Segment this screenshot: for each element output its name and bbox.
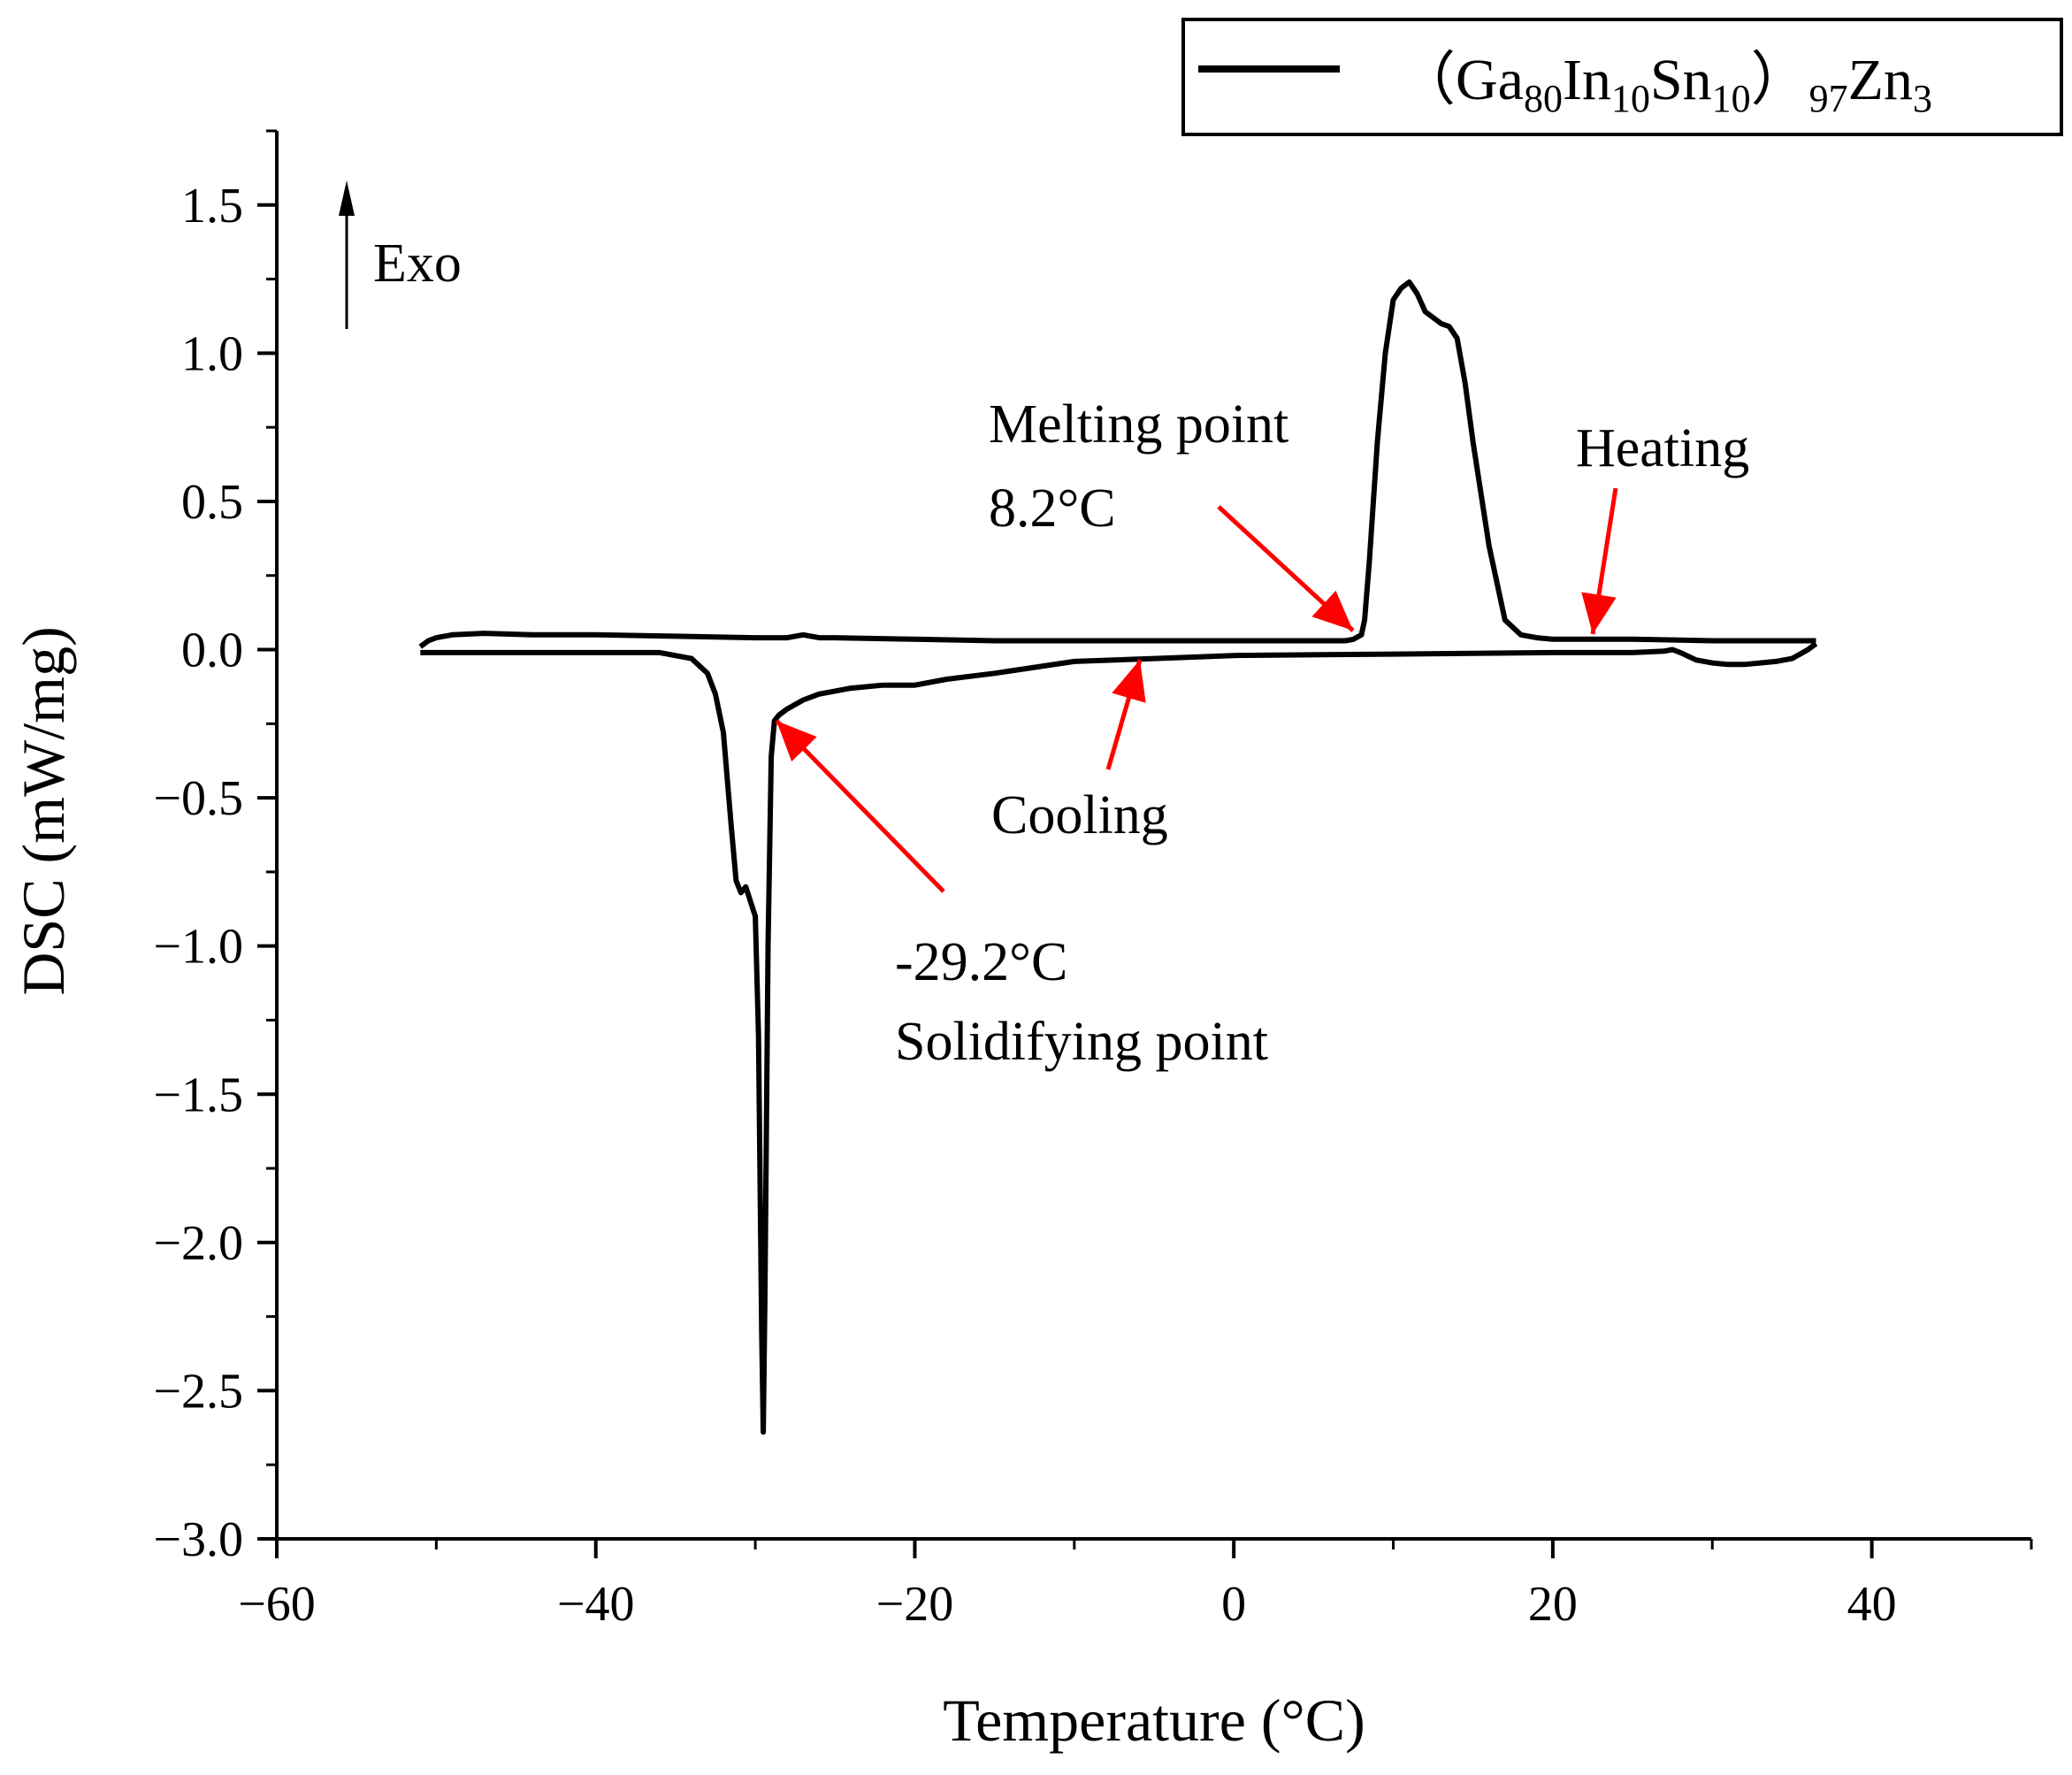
y-tick-label: 1.5 — [181, 179, 243, 233]
y-tick-label: −2.5 — [153, 1364, 243, 1419]
melting-point-label: Melting point — [989, 394, 1288, 455]
heating-arrow — [1581, 487, 1618, 635]
melting-arrow — [1217, 505, 1355, 632]
x-axis-ticks: −60 −40 −20 0 20 40 — [238, 1539, 2033, 1632]
heating-curve — [418, 279, 1816, 649]
y-tick-label: −1.5 — [153, 1067, 243, 1122]
legend: （Ga80In10Sn10）97Zn3 — [1181, 18, 2063, 136]
melting-point-value: 8.2°C — [989, 478, 1116, 539]
exo-arrowhead-icon — [339, 180, 355, 216]
y-tick-label: −0.5 — [153, 771, 243, 826]
x-tick-label: 0 — [1221, 1577, 1246, 1632]
y-axis-ticks: 1.5 1.0 0.5 0.0 −0.5 −1.0 −1.5 −2.0 −2.5 −3.0 — [153, 129, 277, 1567]
solidifying-point-label: Solidifying point — [895, 1012, 1268, 1072]
x-tick-label: −20 — [876, 1577, 954, 1632]
solidifying-point-value: -29.2°C — [895, 932, 1067, 992]
solidifying-arrow — [775, 719, 945, 893]
cooling-curve — [420, 641, 1818, 1435]
cooling-arrow — [1105, 659, 1146, 770]
exo-label: Exo — [373, 233, 462, 294]
heating-label: Heating — [1576, 418, 1749, 478]
y-tick-label: 1.0 — [181, 326, 243, 381]
cooling-label: Cooling — [991, 785, 1168, 845]
y-tick-label: −1.0 — [153, 920, 243, 975]
y-tick-label: −2.0 — [153, 1216, 243, 1271]
x-tick-label: −60 — [238, 1577, 316, 1632]
x-axis-title: Temperature (°C) — [943, 1687, 1365, 1754]
x-tick-label: −40 — [557, 1577, 635, 1632]
legend-label: （Ga80In10Sn10）97Zn3 — [1397, 48, 1932, 120]
y-axis-title: DSC (mW/mg) — [10, 626, 77, 995]
legend-box — [1181, 18, 2063, 136]
x-tick-label: 20 — [1528, 1577, 1578, 1632]
x-tick-label: 40 — [1847, 1577, 1897, 1632]
y-tick-label: −3.0 — [153, 1512, 243, 1567]
y-tick-label: 0.5 — [181, 475, 243, 530]
y-tick-label: 0.0 — [181, 624, 243, 678]
